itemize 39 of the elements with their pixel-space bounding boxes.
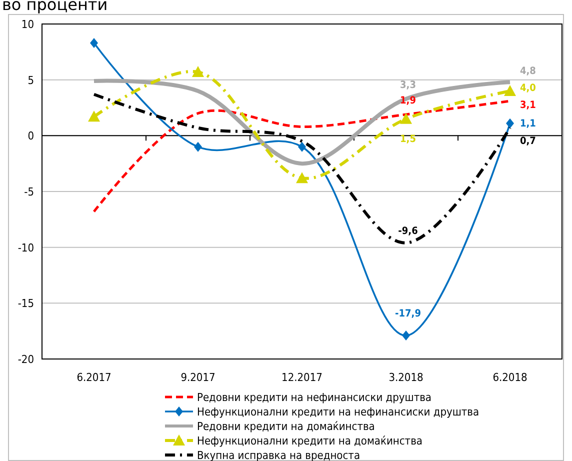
- point: [194, 142, 202, 152]
- y-tick-label: 10: [21, 18, 34, 31]
- point: [298, 142, 306, 152]
- data-label: 4,8: [520, 66, 536, 78]
- x-tick-label: 6.2018: [492, 371, 528, 384]
- legend-label: Вкупна исправка на вредноста: [197, 449, 360, 461]
- chart-title: во проценти: [2, 0, 108, 14]
- point: [400, 112, 412, 124]
- x-tick-label: 9.2017: [180, 371, 216, 384]
- y-tick-label: -10: [18, 241, 34, 254]
- legend-label: Нефункционални кредити на домаќинства: [197, 434, 422, 448]
- x-tick-label: 12.2017: [282, 371, 322, 384]
- data-label: 1,9: [400, 95, 416, 106]
- data-label: 0,7: [520, 136, 536, 147]
- data-label: -9,6: [398, 226, 418, 237]
- x-tick-label: 6.2017: [76, 371, 112, 384]
- point: [90, 38, 98, 48]
- data-label: 3,1: [520, 100, 536, 112]
- data-label: 1,5: [400, 134, 416, 145]
- data-label: 4,0: [520, 83, 536, 94]
- point: [296, 172, 308, 184]
- y-tick-label: -5: [24, 186, 34, 198]
- y-tick-label: 5: [28, 74, 34, 87]
- point: [88, 110, 100, 122]
- legend-label: Нефункционални кредити на нефинансиски друштва: [197, 406, 480, 418]
- data-label: 3,3: [400, 80, 416, 91]
- y-tick-label: 0: [28, 130, 34, 143]
- legend-label: Редовни кредити на нефинансиски друштва: [197, 391, 432, 404]
- point: [504, 85, 516, 96]
- y-tick-label: -20: [18, 353, 34, 366]
- point: [402, 330, 410, 341]
- data-label: -17,9: [395, 308, 421, 320]
- data-label: 1,1: [520, 118, 536, 130]
- line-series: [92, 78, 512, 166]
- y-tick-label: -15: [18, 297, 34, 310]
- legend-label: Редовни кредити на домаќинства: [197, 420, 375, 433]
- x-tick-label: 3.2018: [388, 371, 424, 384]
- point: [192, 66, 204, 78]
- point: [506, 118, 514, 128]
